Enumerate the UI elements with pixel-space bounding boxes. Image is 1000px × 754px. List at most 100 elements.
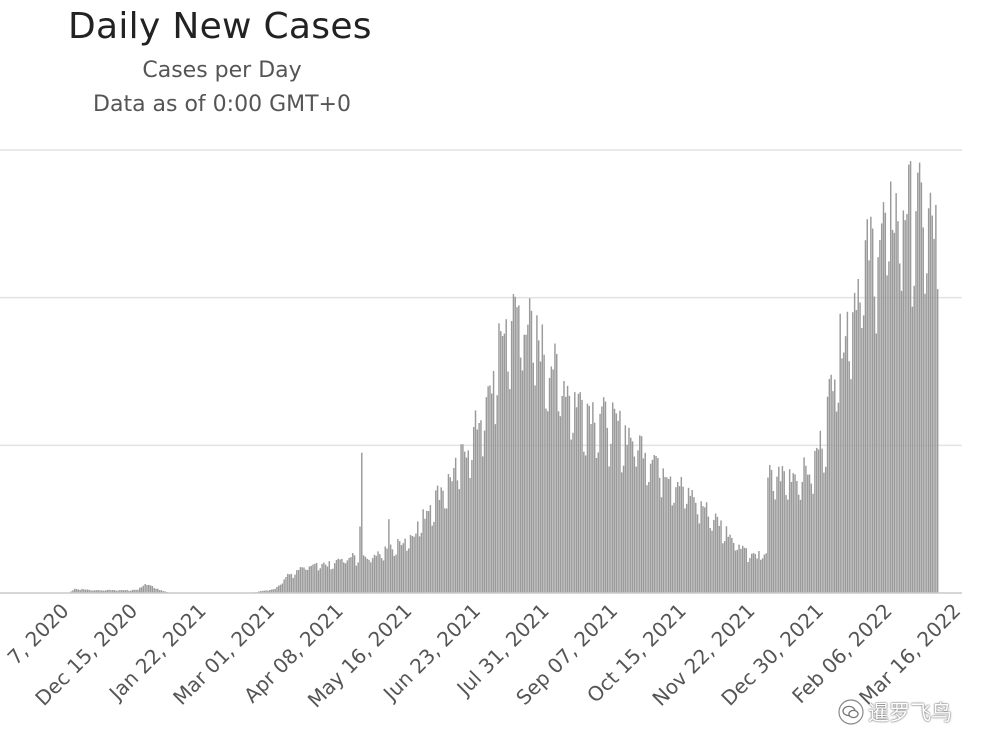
bar [853, 292, 856, 593]
bar [630, 437, 632, 593]
bar [444, 508, 446, 593]
bar [395, 554, 397, 593]
bar [355, 565, 358, 593]
bar [695, 502, 697, 593]
bar [433, 521, 435, 593]
bar [756, 558, 758, 593]
bar [823, 472, 825, 593]
bar [745, 548, 748, 593]
bar [384, 546, 386, 593]
bar [431, 525, 433, 593]
bar [875, 333, 878, 593]
bar [429, 505, 432, 593]
bar [128, 590, 130, 593]
bar [373, 554, 376, 593]
bar [563, 381, 565, 593]
bar [862, 315, 865, 593]
bar [886, 275, 888, 593]
bar [285, 577, 287, 593]
bar [456, 480, 459, 593]
bar [597, 452, 599, 593]
bar [595, 457, 598, 593]
bar [108, 589, 110, 593]
bar [445, 508, 448, 593]
bar [436, 485, 439, 593]
bar [543, 354, 545, 593]
bar [404, 538, 406, 593]
bar [900, 290, 903, 593]
bar [799, 499, 802, 593]
bar [752, 553, 755, 593]
bar [843, 352, 845, 593]
bar [335, 559, 338, 593]
bar [857, 279, 859, 593]
bar [826, 396, 829, 593]
bar [153, 588, 155, 593]
bar [491, 393, 493, 593]
bar [593, 422, 596, 593]
bar [375, 555, 377, 593]
bar [482, 456, 484, 593]
bar [135, 589, 137, 593]
bar [718, 525, 720, 593]
bar [75, 589, 78, 593]
bar [926, 273, 928, 593]
bar [658, 477, 661, 593]
bar [698, 523, 701, 593]
bar [328, 561, 331, 593]
bar [758, 551, 760, 593]
bar [669, 476, 672, 593]
bar [294, 574, 296, 593]
chart-title: Daily New Cases [68, 6, 372, 47]
bar [622, 465, 625, 593]
bar [830, 374, 832, 593]
bar [678, 486, 681, 593]
bar [507, 371, 509, 593]
bar [649, 463, 652, 593]
bar [778, 466, 780, 593]
bar [319, 568, 321, 593]
bar [462, 444, 464, 593]
bar [731, 537, 733, 593]
bar [496, 395, 498, 593]
bar [516, 307, 518, 593]
bar [420, 532, 423, 593]
bar [713, 519, 715, 593]
bar [918, 162, 921, 594]
bar [545, 408, 547, 593]
bar [160, 590, 163, 593]
bar [792, 473, 794, 593]
bar [492, 370, 495, 593]
bar [924, 293, 926, 593]
bar [519, 357, 522, 593]
bar [272, 589, 275, 593]
bar [671, 505, 674, 593]
bar [471, 460, 473, 593]
bar [723, 541, 726, 593]
bar [613, 408, 616, 593]
bar [303, 567, 305, 593]
bar [287, 573, 289, 593]
bar [413, 536, 415, 593]
bar [402, 543, 405, 593]
bar [292, 577, 294, 593]
bar [561, 395, 563, 593]
bar [584, 455, 587, 593]
bar [460, 444, 462, 593]
bar [339, 559, 341, 593]
bar [321, 563, 323, 593]
bar [267, 590, 269, 593]
bar [162, 591, 164, 593]
bar [83, 589, 85, 593]
bar [747, 562, 749, 593]
bar [626, 444, 628, 593]
bar [458, 489, 460, 593]
bar [810, 483, 813, 593]
bar [110, 590, 112, 593]
bar [315, 562, 318, 593]
bar [164, 591, 166, 593]
bar [729, 534, 731, 593]
bar [920, 182, 923, 594]
bar [332, 568, 334, 593]
